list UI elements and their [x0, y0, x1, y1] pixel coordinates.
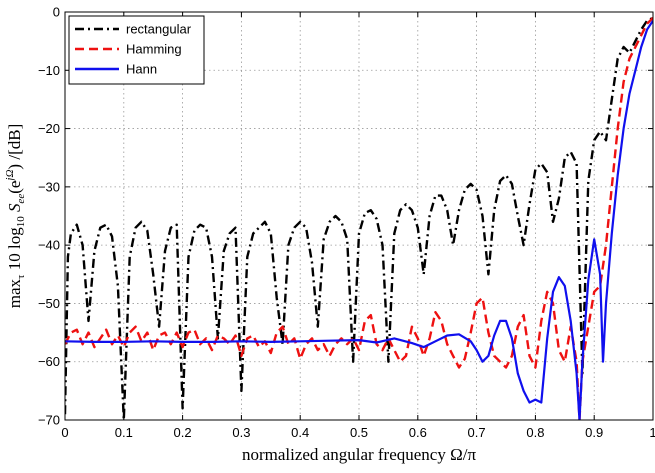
y-tick-label: 0 [53, 5, 60, 20]
y-tick-label: −70 [38, 413, 60, 428]
series-line-hamming [65, 16, 653, 420]
x-tick-label: 0.3 [232, 425, 250, 440]
x-tick-label: 0.8 [526, 425, 544, 440]
x-tick-label: 0.2 [174, 425, 192, 440]
plot-series [65, 16, 653, 420]
x-tick-label: 0.6 [409, 425, 427, 440]
series-line-hann [65, 20, 653, 420]
y-tick-label: −40 [38, 238, 60, 253]
x-tick-label: 0.4 [291, 425, 309, 440]
y-tick-label: −20 [38, 121, 60, 136]
x-tick-label: 0.9 [585, 425, 603, 440]
x-tick-label: 1 [649, 425, 655, 440]
y-tick-label: −50 [38, 296, 60, 311]
x-tick-label: 0.5 [350, 425, 368, 440]
axis-ticks: 0 0.1 0.2 0.3 0.4 0.5 0.6 0.7 0.8 0.9 1 0 −10 −20 −30 −… [38, 5, 655, 441]
y-axis-label: maxτ 10 log10 See(ejΩ) /[dB] [4, 124, 27, 308]
x-tick-label: 0.7 [468, 425, 486, 440]
legend-label-rectangular: rectangular [126, 22, 192, 37]
x-axis-label: normalized angular frequency Ω/π [242, 445, 477, 464]
x-tick-label: 0.1 [115, 425, 133, 440]
x-tick-label: 0 [61, 425, 68, 440]
legend: rectangular Hamming Hann [68, 15, 205, 85]
legend-label-hann: Hann [126, 62, 157, 77]
y-tick-label: −30 [38, 179, 60, 194]
y-tick-label: −60 [38, 354, 60, 369]
y-tick-label: −10 [38, 63, 60, 78]
series-line-rectangular [65, 16, 653, 420]
legend-label-hamming: Hamming [126, 42, 182, 57]
